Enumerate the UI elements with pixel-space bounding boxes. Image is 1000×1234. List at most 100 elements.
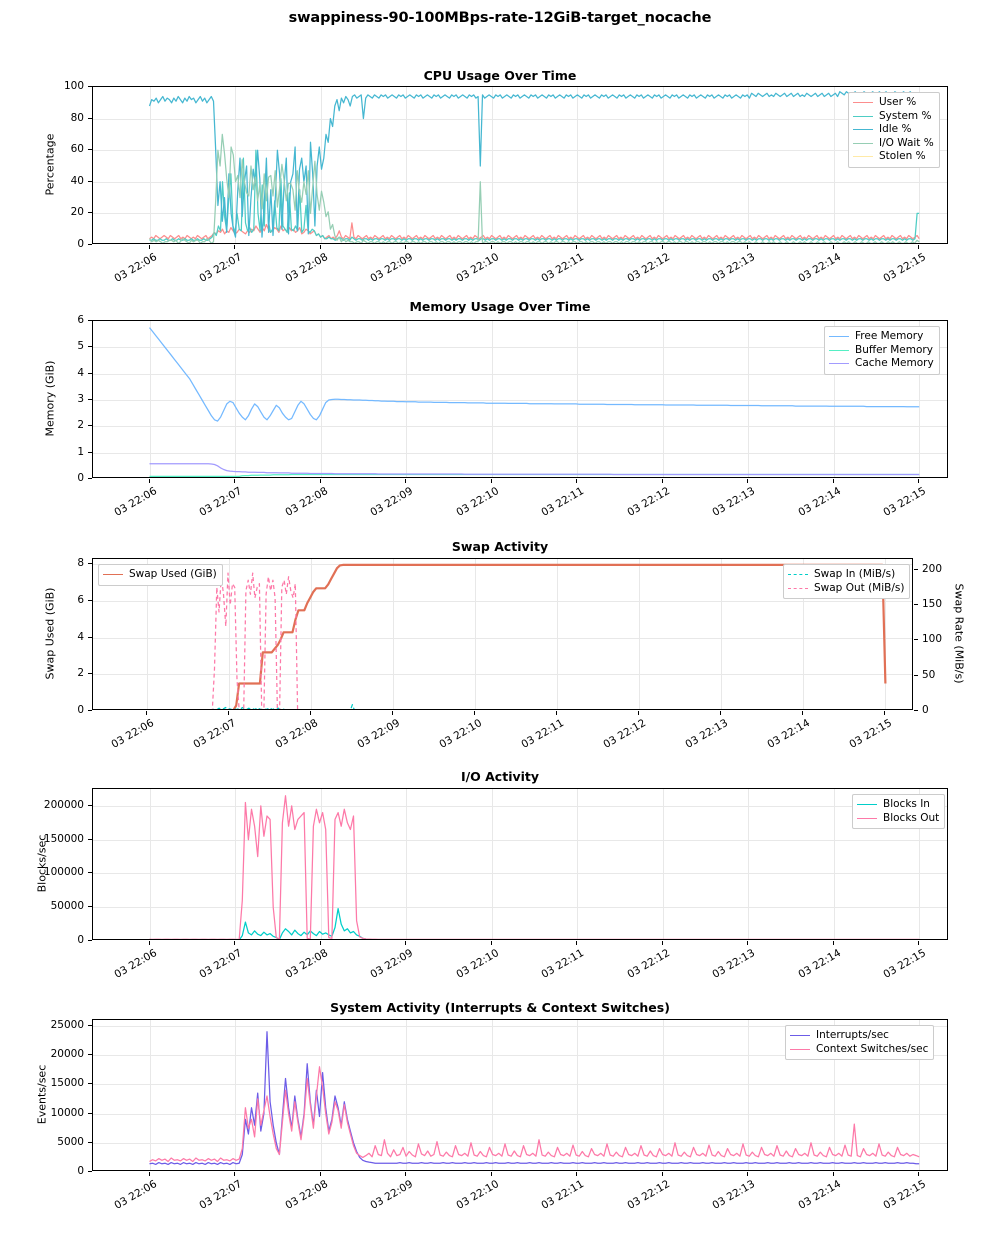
legend-cpu[interactable]: User % System % Idle % I/O Wait % Stolen % — [848, 92, 940, 168]
plot-area-swap — [92, 558, 913, 710]
gridline-v — [491, 789, 493, 939]
y-tick-mark — [88, 804, 92, 806]
x-tick-mark — [148, 479, 150, 483]
x-tick-label: 03 22:12 — [624, 251, 672, 285]
y-tick-label-right: 50 — [922, 668, 936, 681]
legend-item[interactable]: User % — [853, 96, 934, 110]
legend-swatch-interrupts — [790, 1035, 810, 1037]
gridline-h — [93, 150, 947, 152]
plot-area-io — [92, 788, 948, 940]
y-tick-mark — [88, 399, 92, 400]
x-tick-mark — [319, 941, 321, 945]
x-tick-label: 03 22:06 — [111, 1178, 159, 1212]
gridline-h — [93, 839, 947, 841]
y-tick-mark — [88, 673, 92, 675]
y-tick-label: 80 — [70, 111, 84, 124]
y-tick-mark — [88, 940, 92, 941]
series-layer — [211, 563, 887, 709]
x-tick-mark — [556, 711, 558, 715]
legend-item[interactable]: Interrupts/sec — [790, 1029, 928, 1043]
series-layer — [149, 1031, 920, 1166]
legend-item[interactable]: Context Switches/sec — [790, 1043, 928, 1057]
x-tick-mark — [832, 479, 834, 483]
y-tick-label: 8 — [77, 557, 84, 570]
x-tick-mark — [234, 941, 236, 945]
chart-title-memory: Memory Usage Over Time — [409, 299, 591, 314]
y-tick-mark — [88, 1054, 92, 1056]
legend-label: Interrupts/sec — [816, 1029, 889, 1041]
x-tick-label: 03 22:06 — [111, 251, 159, 285]
legend-item[interactable]: Blocks In — [857, 798, 939, 812]
y-tick-label: 25000 — [50, 1018, 84, 1031]
gridline-v — [833, 1020, 835, 1170]
y-tick-mark — [88, 563, 92, 565]
legend-item[interactable]: Idle % — [853, 123, 934, 137]
gridline-h — [93, 805, 947, 807]
x-tick-mark — [747, 245, 749, 249]
legend-swap-right[interactable]: Swap In (MiB/s) Swap Out (MiB/s) — [783, 564, 911, 599]
y-tick-mark — [88, 872, 92, 874]
legend-system[interactable]: Interrupts/sec Context Switches/sec — [785, 1025, 935, 1060]
x-tick-label: 03 22:08 — [282, 1178, 330, 1212]
gridline-v — [149, 789, 151, 939]
legend-label: Swap Used (GiB) — [129, 568, 217, 580]
y-tick-mark — [88, 1141, 92, 1143]
legend-item[interactable]: Stolen % — [853, 150, 934, 164]
gridline-v — [662, 1020, 664, 1170]
plot-area-cpu — [92, 86, 948, 244]
x-tick-mark — [405, 941, 407, 945]
legend-item[interactable]: Buffer Memory — [829, 344, 934, 358]
x-tick-mark — [918, 941, 920, 945]
y-tick-mark — [88, 838, 92, 840]
x-tick-mark — [661, 1172, 663, 1176]
x-tick-label: 03 22:11 — [539, 251, 587, 285]
y-tick-mark — [88, 425, 92, 427]
x-tick-label: 03 22:14 — [795, 485, 843, 519]
gridline-v — [639, 559, 641, 709]
gridline-h — [93, 426, 947, 428]
legend-memory[interactable]: Free Memory Buffer Memory Cache Memory — [824, 326, 940, 375]
legend-item[interactable]: Swap Out (MiB/s) — [788, 582, 904, 596]
legend-io[interactable]: Blocks In Blocks Out — [852, 794, 946, 829]
legend-item[interactable]: Blocks Out — [857, 812, 939, 826]
x-tick-label: 03 22:08 — [273, 717, 321, 751]
gridline-v — [577, 87, 579, 243]
legend-label: Idle % — [879, 123, 912, 135]
series-line — [149, 327, 920, 422]
x-tick-label: 03 22:07 — [197, 485, 245, 519]
gridline-v — [919, 321, 921, 477]
y-tick-label-right: 150 — [922, 597, 943, 610]
x-tick-label: 03 22:15 — [847, 717, 895, 751]
legend-item[interactable]: I/O Wait % — [853, 137, 934, 151]
x-tick-label: 03 22:15 — [881, 251, 929, 285]
gridline-v — [406, 87, 408, 243]
x-tick-mark — [661, 479, 663, 483]
x-tick-mark — [234, 479, 236, 483]
legend-item[interactable]: Swap Used (GiB) — [103, 568, 217, 582]
gridline-v — [147, 559, 149, 709]
x-tick-mark — [148, 1172, 150, 1176]
x-tick-mark — [918, 1172, 920, 1176]
x-tick-mark — [720, 711, 722, 715]
x-tick-label: 03 22:15 — [881, 947, 929, 981]
gridline-v — [475, 559, 477, 709]
legend-item[interactable]: System % — [853, 110, 934, 124]
legend-swap-left[interactable]: Swap Used (GiB) — [98, 564, 223, 586]
x-tick-label: 03 22:06 — [111, 947, 159, 981]
y-axis-label: Percentage — [43, 133, 57, 196]
y-tick-mark — [88, 86, 92, 87]
y-tick-label: 5 — [77, 340, 84, 353]
legend-item[interactable]: Swap In (MiB/s) — [788, 568, 904, 582]
legend-item[interactable]: Cache Memory — [829, 357, 934, 371]
gridline-v — [662, 321, 664, 477]
x-tick-mark — [576, 941, 578, 945]
plot-area-memory — [92, 320, 948, 478]
series-layer — [149, 327, 920, 477]
y-axis-label: Blocks/sec — [35, 834, 49, 893]
legend-label: User % — [879, 96, 917, 108]
gridline-h — [93, 181, 947, 183]
gridline-h — [93, 452, 947, 454]
legend-item[interactable]: Free Memory — [829, 330, 934, 344]
legend-swatch-user — [853, 102, 873, 104]
gridline-h — [93, 1113, 947, 1115]
